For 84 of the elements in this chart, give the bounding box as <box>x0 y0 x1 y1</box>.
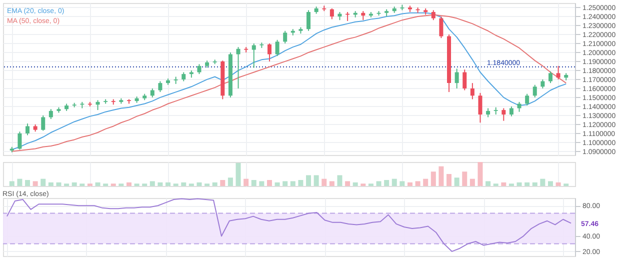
bar <box>486 181 491 186</box>
candlestick <box>470 82 474 100</box>
bar <box>244 178 249 186</box>
bar <box>212 182 218 186</box>
candlestick <box>275 39 280 57</box>
candlestick <box>197 64 202 75</box>
bar <box>384 180 390 186</box>
bar <box>314 175 319 186</box>
line-series <box>6 198 572 252</box>
candlestick <box>26 123 30 136</box>
bar <box>446 174 452 186</box>
candlestick <box>306 10 311 32</box>
bar <box>274 182 280 186</box>
bar <box>556 182 561 186</box>
candlestick <box>556 65 560 80</box>
candlestick <box>252 42 256 68</box>
candlestick <box>439 16 444 39</box>
bar <box>259 181 264 186</box>
candlestick <box>517 101 522 112</box>
candlestick <box>283 30 288 44</box>
bar <box>32 181 38 186</box>
bar <box>438 166 444 186</box>
bar <box>306 175 312 186</box>
bar <box>158 182 163 186</box>
bar <box>282 181 288 186</box>
bar <box>228 178 233 186</box>
bar <box>516 182 522 186</box>
bar <box>501 182 506 186</box>
candlestick <box>330 8 334 20</box>
bar <box>524 182 530 186</box>
bar <box>266 180 272 186</box>
bar <box>337 175 342 186</box>
bar <box>72 182 77 186</box>
bar <box>181 182 186 186</box>
bar <box>415 181 420 186</box>
bar <box>470 178 475 186</box>
bar <box>423 178 428 186</box>
bar <box>48 182 54 186</box>
bar <box>392 178 397 186</box>
bar <box>166 182 171 186</box>
bar <box>352 182 358 186</box>
candlestick <box>158 80 162 93</box>
bar <box>298 180 304 186</box>
bar <box>548 181 553 186</box>
bar <box>376 181 382 186</box>
candlestick <box>478 92 482 124</box>
bar <box>17 178 22 186</box>
bar <box>540 178 546 186</box>
bar <box>407 182 412 186</box>
candlestick <box>509 106 514 117</box>
bar <box>95 182 100 186</box>
bar <box>25 180 30 186</box>
bar <box>9 181 14 186</box>
bar <box>400 181 405 186</box>
bar <box>329 181 334 186</box>
candlestick <box>18 131 22 150</box>
bar <box>290 181 296 186</box>
bar <box>236 162 241 186</box>
candlestick <box>96 100 100 111</box>
candlestick <box>41 114 46 132</box>
bar <box>454 178 460 186</box>
bar <box>40 178 46 186</box>
candlestick <box>267 42 272 62</box>
bar <box>220 180 226 186</box>
bar <box>126 182 132 186</box>
bar <box>532 182 538 186</box>
bar <box>196 182 202 186</box>
candlestick <box>525 93 530 106</box>
candlestick <box>502 108 506 122</box>
candlestick <box>431 10 436 21</box>
bar <box>322 178 327 186</box>
bar <box>462 172 468 186</box>
candlestick <box>236 46 240 89</box>
bar <box>478 162 483 186</box>
bar <box>251 180 256 186</box>
candlestick <box>48 108 53 120</box>
bar <box>430 172 436 186</box>
candlestick <box>462 69 467 91</box>
candlestick <box>532 84 537 98</box>
candlestick <box>454 68 459 89</box>
bar <box>150 181 155 186</box>
candlestick <box>548 70 552 84</box>
bar <box>345 181 350 186</box>
bar <box>56 182 62 186</box>
